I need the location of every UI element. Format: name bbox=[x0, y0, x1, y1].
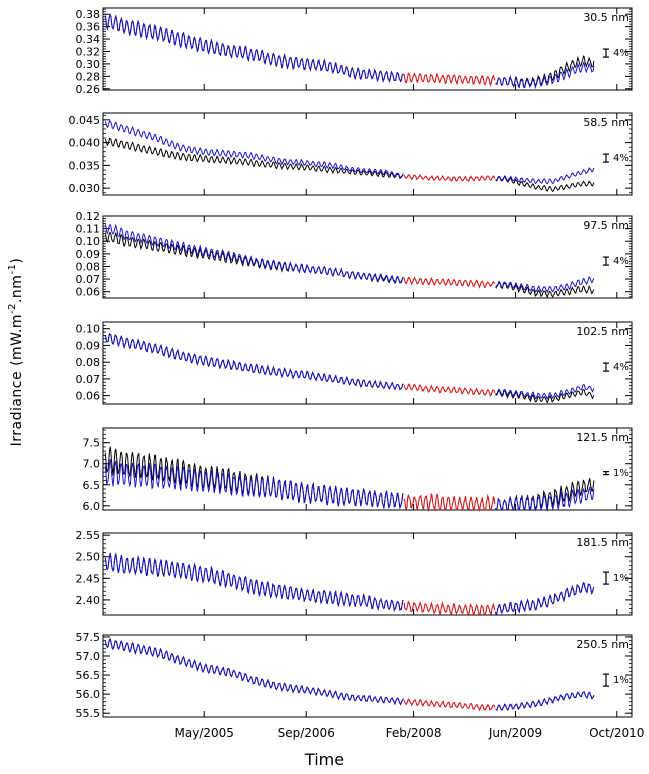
y-tick-label: 57.0 bbox=[76, 650, 101, 663]
y-tick-label: 0.38 bbox=[76, 8, 101, 21]
error-bar-label: 1% bbox=[613, 675, 629, 686]
y-tick-label: 0.36 bbox=[76, 21, 101, 34]
y-tick-label: 0.035 bbox=[69, 159, 101, 172]
y-tick-label: 0.26 bbox=[76, 83, 101, 96]
error-bar-label: 4% bbox=[613, 48, 629, 59]
y-tick-label: 0.030 bbox=[69, 182, 101, 195]
x-tick-label: Jun/2009 bbox=[488, 726, 542, 740]
y-axis-label-exp2: -1 bbox=[7, 263, 19, 275]
y-tick-label: 6.0 bbox=[83, 500, 101, 513]
wavelength-label: 30.5 nm bbox=[583, 11, 629, 24]
y-tick-label: 0.09 bbox=[76, 248, 101, 261]
plot-frame bbox=[102, 112, 633, 196]
y-tick-label: 0.06 bbox=[76, 286, 101, 299]
panel-5: 6.0 6.5 7.0 7.5 121.5 nm 1% bbox=[83, 427, 633, 513]
error-bar-label: 1% bbox=[613, 468, 629, 479]
y-tick-label: 0.30 bbox=[76, 58, 101, 71]
series-blue-line bbox=[104, 120, 595, 185]
panel-2: 0.030 0.035 0.040 0.045 58.5 nm 4% bbox=[69, 112, 633, 196]
y-tick-label: 0.07 bbox=[76, 373, 101, 386]
series-black-line bbox=[104, 137, 595, 193]
y-tick-label: 6.5 bbox=[83, 479, 101, 492]
y-axis-label-exp1: -2 bbox=[7, 303, 19, 315]
x-tick-label: May/2005 bbox=[175, 726, 234, 740]
y-tick-label: 0.045 bbox=[69, 114, 101, 127]
error-bar-label: 4% bbox=[613, 153, 629, 164]
y-tick-label: 2.45 bbox=[76, 572, 101, 585]
series-red-line bbox=[403, 173, 496, 183]
series-red-line bbox=[403, 600, 496, 617]
series-red-line bbox=[403, 492, 496, 513]
y-tick-label: 0.10 bbox=[76, 235, 101, 248]
plot-frame bbox=[102, 427, 633, 511]
panel-7: 55.5 56.0 56.5 57.0 57.5 250.5 nm 1% bbox=[76, 631, 633, 720]
plot-frame bbox=[102, 215, 633, 299]
y-axis-label-end: ) bbox=[8, 257, 25, 264]
y-tick-label: 7.0 bbox=[83, 458, 101, 471]
y-tick-label: 0.28 bbox=[76, 70, 101, 83]
y-tick-label: 56.5 bbox=[76, 669, 101, 682]
series-red-line bbox=[403, 276, 496, 289]
wavelength-label: 102.5 nm bbox=[576, 325, 629, 338]
y-tick-label: 7.5 bbox=[83, 437, 101, 450]
panel-1: 0.260.280.300.320.340.360.38 30.5 nm 4% bbox=[76, 7, 633, 96]
series-red-line bbox=[403, 72, 496, 87]
x-axis-label: Time bbox=[304, 750, 345, 769]
y-tick-label: 0.12 bbox=[76, 210, 101, 223]
y-tick-label: 0.06 bbox=[76, 390, 101, 403]
y-tick-label: 2.55 bbox=[76, 529, 101, 542]
series-blue-line bbox=[104, 13, 595, 90]
y-tick-label: 56.0 bbox=[76, 688, 101, 701]
y-tick-label: 0.08 bbox=[76, 260, 101, 273]
series-blue-line bbox=[104, 459, 595, 512]
wavelength-label: 121.5 nm bbox=[576, 431, 629, 444]
series-blue-line bbox=[104, 223, 595, 294]
x-tick-label: Feb/2008 bbox=[386, 726, 442, 740]
y-tick-label: 0.07 bbox=[76, 273, 101, 286]
x-tick-label: Oct/2010 bbox=[589, 726, 644, 740]
series-blue-line bbox=[104, 638, 595, 711]
wavelength-label: 58.5 nm bbox=[583, 116, 629, 129]
plot-frame bbox=[102, 634, 633, 718]
y-tick-label: 2.40 bbox=[76, 594, 101, 607]
wavelength-label: 97.5 nm bbox=[583, 219, 629, 232]
y-axis-label-main: Irradiance (mW.m bbox=[8, 314, 25, 447]
panel-3: 0.060.070.080.090.100.110.12 97.5 nm 4% bbox=[76, 210, 633, 299]
y-tick-label: 0.34 bbox=[76, 33, 101, 46]
x-tick-label: Sep/2006 bbox=[278, 726, 335, 740]
panel-6: 2.40 2.45 2.50 2.55 181.5 nm 1% bbox=[76, 529, 633, 617]
y-tick-label: 0.10 bbox=[76, 323, 101, 336]
y-tick-label: 57.5 bbox=[76, 631, 101, 644]
error-bar-label: 4% bbox=[613, 362, 629, 373]
y-tick-label: 0.11 bbox=[76, 223, 101, 236]
error-bar-label: 4% bbox=[613, 256, 629, 267]
series-red-line bbox=[403, 698, 496, 712]
y-tick-label: 0.08 bbox=[76, 356, 101, 369]
y-axis-label: Irradiance (mW.m-2.nm-1) bbox=[7, 258, 25, 447]
series-red-line bbox=[403, 383, 496, 397]
wavelength-label: 250.5 nm bbox=[576, 638, 629, 651]
panel-4: 0.06 0.07 0.08 0.09 0.10 102.5 nm 4% bbox=[76, 321, 633, 405]
error-bar-label: 1% bbox=[613, 573, 629, 584]
y-tick-label: 0.32 bbox=[76, 45, 101, 58]
series-blue-line bbox=[104, 332, 595, 400]
y-tick-label: 2.50 bbox=[76, 551, 101, 564]
series-black-line bbox=[104, 231, 595, 299]
y-tick-label: 0.040 bbox=[69, 137, 101, 150]
wavelength-label: 181.5 nm bbox=[576, 536, 629, 549]
y-tick-label: 0.09 bbox=[76, 339, 101, 352]
series-blue-line bbox=[104, 552, 595, 616]
plot-frame bbox=[102, 321, 633, 405]
y-tick-label: 55.5 bbox=[76, 707, 101, 720]
y-axis-label-mid: .nm bbox=[8, 274, 25, 304]
